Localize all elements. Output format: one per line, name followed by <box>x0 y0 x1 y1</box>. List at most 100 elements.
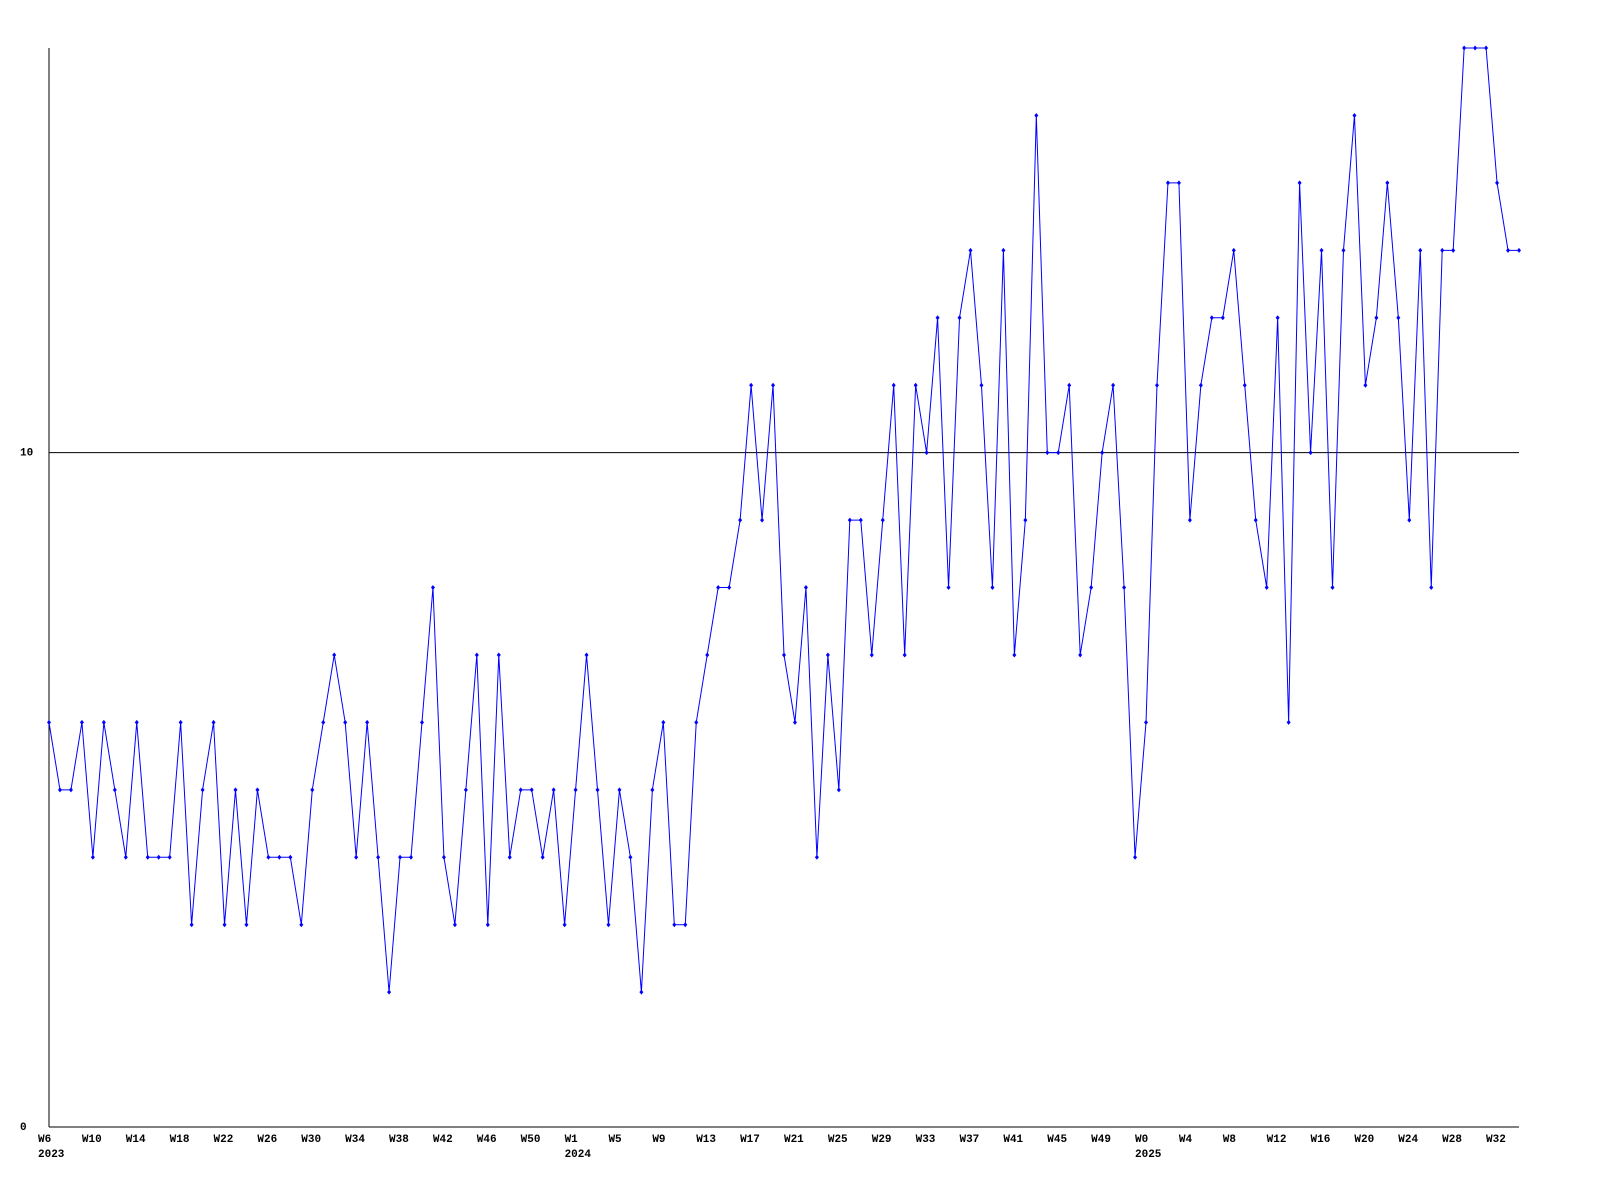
x-tick-label: W46 <box>477 1134 497 1146</box>
x-tick-label: W10 <box>82 1134 102 1146</box>
marker <box>705 652 710 658</box>
x-tick-label: W29 <box>872 1134 892 1146</box>
marker <box>595 787 600 793</box>
marker <box>1187 517 1192 523</box>
marker <box>1319 247 1324 253</box>
marker <box>1517 247 1521 253</box>
marker <box>650 787 655 793</box>
marker <box>1440 247 1445 253</box>
x-tick-label: W6 <box>38 1134 51 1146</box>
marker <box>507 854 512 860</box>
marker <box>639 989 644 995</box>
marker <box>1407 517 1412 523</box>
marker <box>1484 45 1489 51</box>
marker <box>90 854 95 860</box>
marker <box>562 922 567 928</box>
marker <box>255 787 260 793</box>
marker <box>869 652 874 658</box>
marker <box>1363 382 1368 388</box>
marker <box>803 585 808 590</box>
marker <box>1023 517 1028 523</box>
marker <box>792 719 797 725</box>
marker <box>112 787 117 793</box>
marker <box>452 922 457 928</box>
marker <box>496 652 501 658</box>
marker <box>1034 112 1039 118</box>
x-tick-label: W8 <box>1223 1134 1237 1146</box>
marker <box>68 787 73 793</box>
marker <box>913 382 918 388</box>
x-tick-label: W16 <box>1311 1134 1331 1146</box>
marker <box>233 787 238 793</box>
marker <box>266 854 271 860</box>
marker <box>189 922 194 928</box>
marker <box>145 854 150 860</box>
marker <box>738 517 743 523</box>
marker <box>376 854 381 860</box>
marker <box>1100 450 1105 456</box>
marker <box>167 854 172 860</box>
marker <box>716 585 721 590</box>
marker <box>1176 180 1181 186</box>
x-tick-label: W49 <box>1091 1134 1111 1146</box>
y-tick-label: 0 <box>20 1122 27 1134</box>
marker <box>485 922 490 928</box>
x-tick-label: W0 <box>1135 1134 1148 1146</box>
marker <box>1374 315 1379 321</box>
marker <box>398 854 403 860</box>
x-tick-label: W4 <box>1179 1134 1193 1146</box>
marker <box>836 787 841 793</box>
marker <box>1078 652 1083 658</box>
marker <box>1012 652 1017 658</box>
marker <box>1209 315 1214 321</box>
marker <box>1122 585 1127 590</box>
x-tick-label: W30 <box>301 1134 321 1146</box>
marker <box>880 517 885 523</box>
marker <box>683 922 688 928</box>
x-tick-label: W17 <box>740 1134 760 1146</box>
marker <box>1165 180 1170 186</box>
x-tick-label: W18 <box>170 1134 190 1146</box>
marker <box>321 719 326 725</box>
marker <box>1089 585 1094 590</box>
x-year-label: 2023 <box>38 1149 65 1161</box>
marker <box>1198 382 1203 388</box>
y-tick-label: 10 <box>20 448 33 460</box>
marker <box>1451 247 1456 253</box>
marker <box>891 382 896 388</box>
marker <box>156 854 161 860</box>
x-tick-label: W34 <box>345 1134 365 1146</box>
marker <box>332 652 337 658</box>
x-tick-label: W5 <box>608 1134 622 1146</box>
x-tick-label: W13 <box>696 1134 716 1146</box>
marker <box>1264 585 1269 590</box>
marker <box>1242 382 1247 388</box>
marker <box>47 719 51 725</box>
marker <box>441 854 446 860</box>
x-tick-label: W50 <box>521 1134 541 1146</box>
marker <box>606 922 611 928</box>
marker <box>387 989 392 995</box>
marker <box>79 719 84 725</box>
marker <box>101 719 106 725</box>
marker <box>409 854 414 860</box>
marker <box>551 787 556 793</box>
marker <box>979 382 984 388</box>
marker <box>782 652 786 658</box>
marker <box>968 247 973 253</box>
marker <box>584 652 589 658</box>
marker <box>211 719 216 725</box>
marker <box>1418 247 1423 253</box>
marker <box>288 854 293 860</box>
marker <box>672 922 677 928</box>
marker <box>277 854 282 860</box>
marker <box>1133 854 1138 860</box>
marker <box>430 585 435 590</box>
marker <box>1396 315 1401 321</box>
marker <box>771 382 776 388</box>
marker <box>540 854 545 860</box>
marker <box>1067 382 1072 388</box>
x-tick-label: W41 <box>1003 1134 1023 1146</box>
marker <box>354 854 359 860</box>
